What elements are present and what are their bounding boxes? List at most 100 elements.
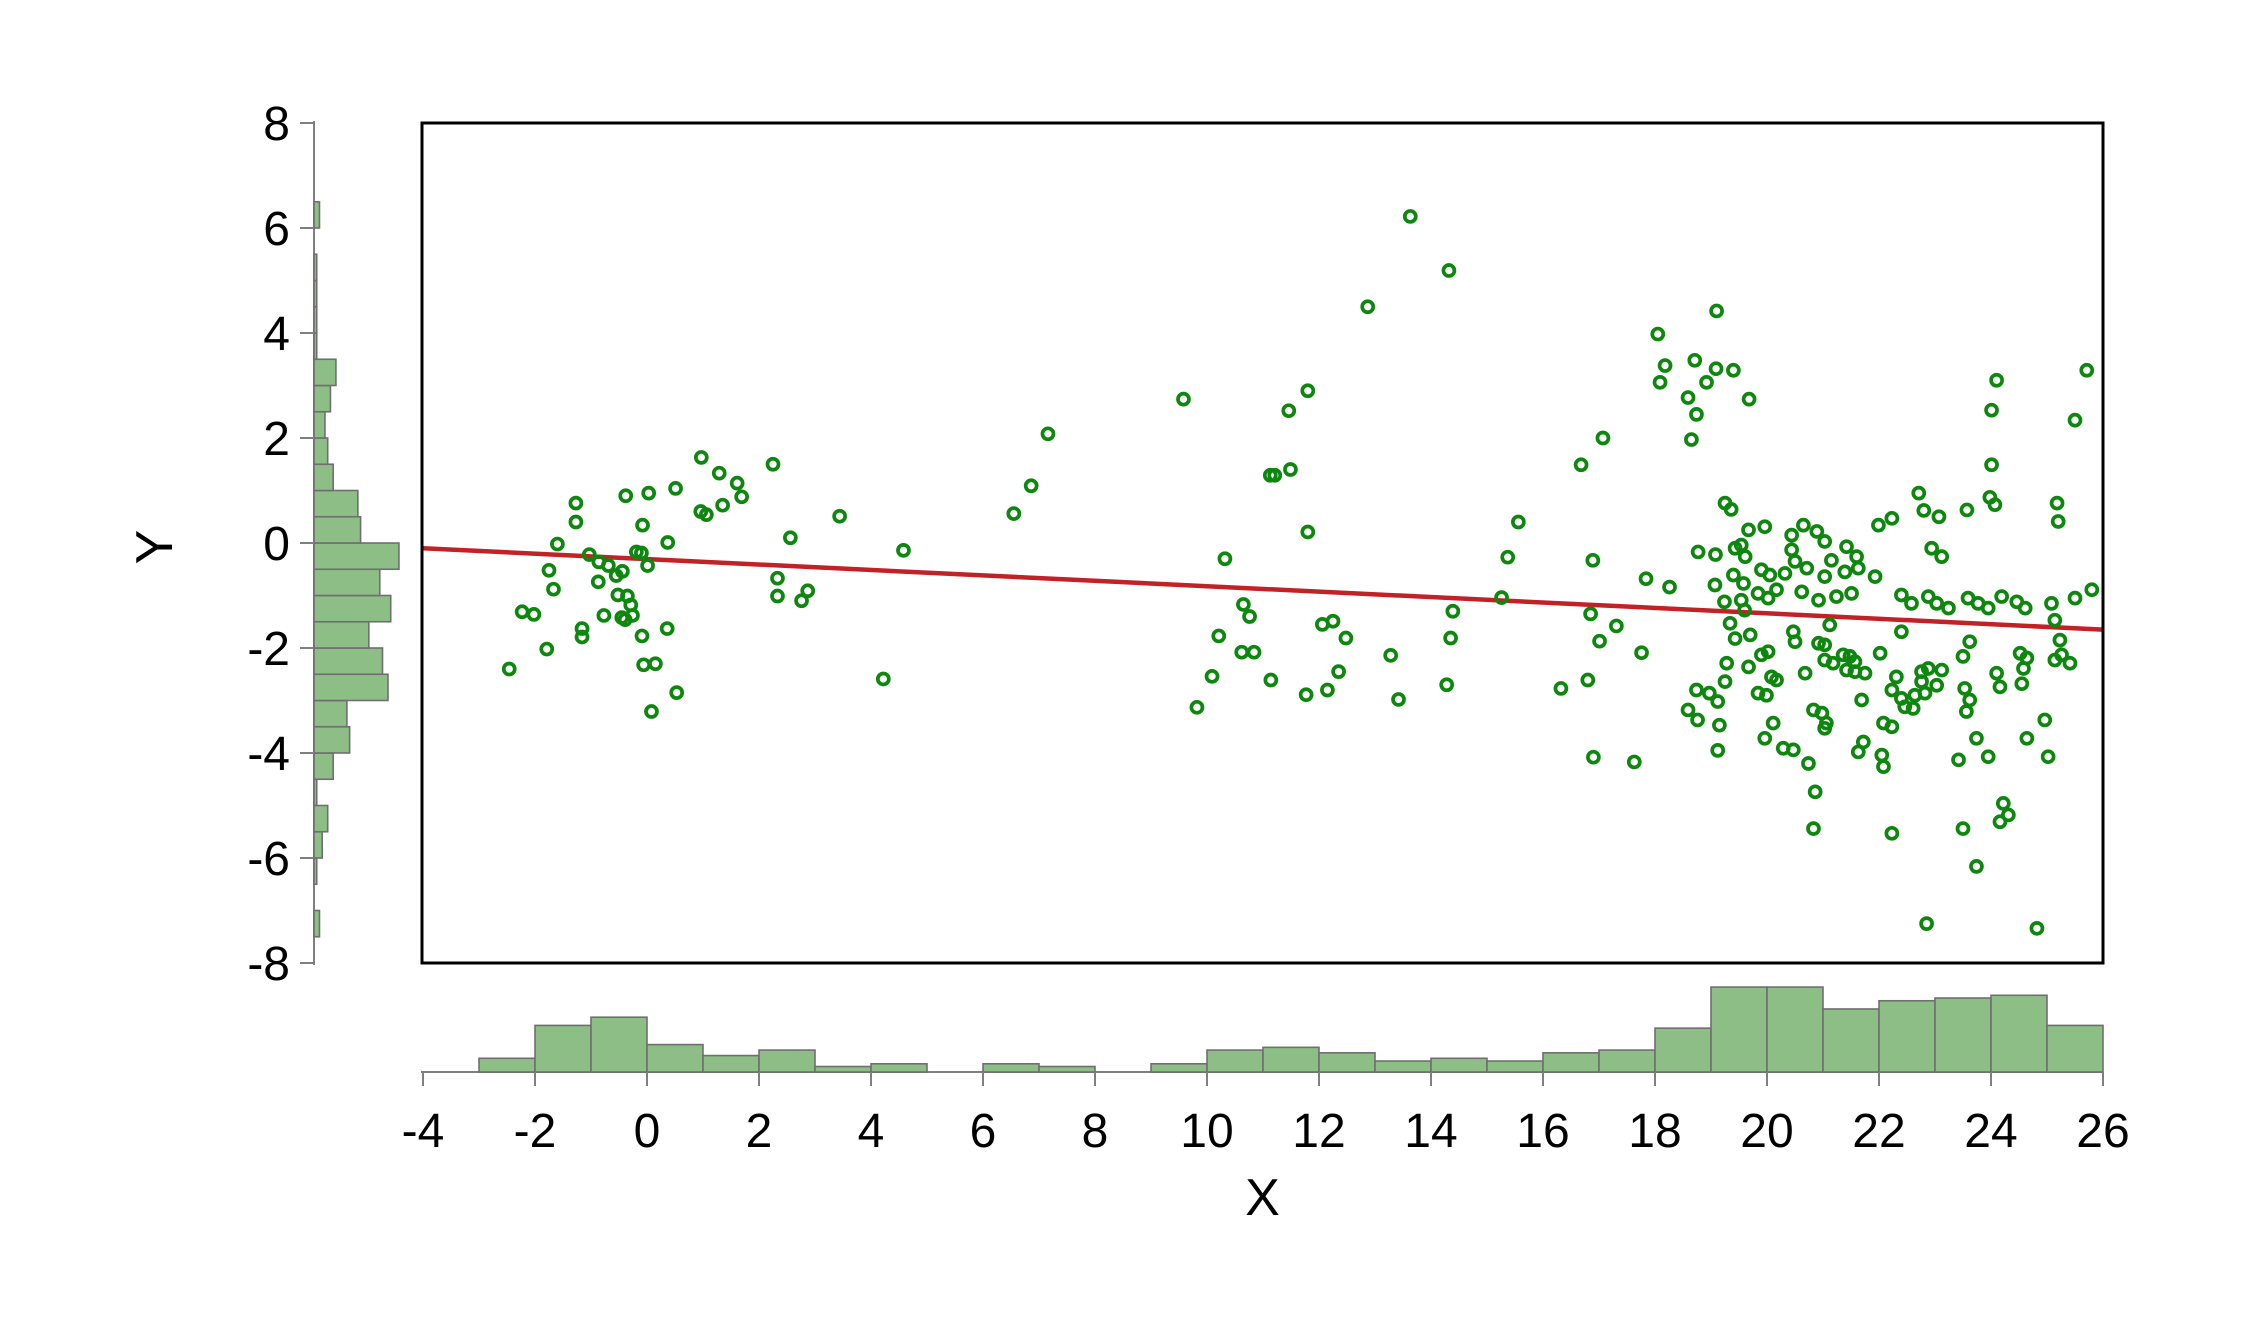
x-tick-label: 2 xyxy=(746,1105,773,1158)
scatter-point xyxy=(1726,567,1741,583)
scatter-point xyxy=(1884,510,1900,526)
y-histogram-bar xyxy=(313,647,384,676)
scatter-point xyxy=(1962,692,1978,708)
scatter-point xyxy=(1850,560,1866,576)
x-tick-label: 22 xyxy=(1852,1105,1905,1158)
scatter-point xyxy=(1741,659,1756,675)
x-tick-label: 16 xyxy=(1516,1105,1569,1158)
y-histogram-bar xyxy=(313,699,348,728)
scatter-point xyxy=(1717,594,1732,610)
scatter-point xyxy=(1441,263,1457,278)
scatter-point xyxy=(1760,590,1776,606)
scatter-point xyxy=(2014,676,2030,692)
x-tick-label: 0 xyxy=(634,1105,661,1158)
scatter-point xyxy=(1595,430,1611,446)
scatter-point xyxy=(1383,647,1399,663)
scatter-point xyxy=(1825,655,1841,671)
x-histogram-bar xyxy=(534,1024,592,1073)
scatter-point xyxy=(1023,478,1039,494)
y-tick-label: 0 xyxy=(263,518,290,571)
x-tick-label: 12 xyxy=(1292,1105,1345,1158)
scatter-point xyxy=(1236,597,1251,612)
scatter-point xyxy=(1959,502,1975,518)
scatter-point xyxy=(1402,209,1418,224)
scatter-point xyxy=(1980,749,1996,765)
scatter-point xyxy=(1995,796,2011,811)
scatter-point xyxy=(1987,497,2003,513)
x-tick-label: 4 xyxy=(858,1105,885,1158)
plot-border xyxy=(420,121,2105,965)
scatter-point xyxy=(1263,672,1279,688)
scatter-point xyxy=(596,608,612,623)
x-histogram-bar xyxy=(1206,1049,1264,1073)
scatter-point xyxy=(1707,577,1723,593)
y-histogram-bar xyxy=(313,279,318,308)
y-histogram-bar xyxy=(313,594,392,623)
scatter-point xyxy=(1267,467,1283,483)
y-tick-label: -4 xyxy=(247,728,290,781)
y-axis-title: Y xyxy=(126,529,184,565)
scatter-point xyxy=(1884,719,1900,735)
scatter-point xyxy=(2079,362,2095,378)
scatter-point xyxy=(1737,549,1753,565)
x-tick-label: 6 xyxy=(970,1105,997,1158)
scatter-point xyxy=(729,475,745,491)
scatter-point xyxy=(2029,920,2045,936)
scatter-point xyxy=(1737,602,1752,618)
scatter-point xyxy=(1787,554,1803,569)
scatter-point xyxy=(1839,662,1854,678)
scatter-point xyxy=(1719,655,1735,671)
scatter-point xyxy=(1680,390,1696,405)
scatter-point xyxy=(2016,661,2031,676)
scatter-point xyxy=(660,535,676,550)
scatter-point xyxy=(1955,821,1971,836)
scatter-point xyxy=(875,671,891,687)
scatter-point xyxy=(1914,674,1929,689)
x-tick-label: 20 xyxy=(1740,1105,1793,1158)
scatter-point xyxy=(1941,600,1956,616)
y-histogram-bar xyxy=(313,253,318,282)
scatter-point xyxy=(1742,627,1758,643)
x-histogram-bar xyxy=(758,1049,816,1073)
scatter-point xyxy=(1777,566,1793,581)
x-histogram-bar xyxy=(1430,1057,1488,1073)
scatter-point xyxy=(1911,485,1927,501)
scatter-point xyxy=(715,497,730,513)
scatter-point xyxy=(1391,692,1406,707)
scatter-point xyxy=(1884,825,1900,841)
scatter-point xyxy=(1242,609,1257,624)
scatter-point xyxy=(734,489,749,505)
scatter-point xyxy=(1854,692,1869,708)
x-tick-label: 14 xyxy=(1404,1105,1457,1158)
scatter-point xyxy=(1650,326,1666,342)
scatter-point xyxy=(1801,756,1816,771)
scatter-point xyxy=(618,488,634,504)
y-histogram-bar xyxy=(313,752,334,781)
scatter-point xyxy=(1652,375,1668,390)
scatter-point xyxy=(1867,569,1883,584)
y-histogram-bar xyxy=(313,489,359,518)
scatter-point xyxy=(1992,814,2008,830)
scatter-point xyxy=(1204,668,1220,684)
scatter-point xyxy=(1710,694,1726,709)
scatter-point xyxy=(1634,645,1649,661)
scatter-point xyxy=(1443,630,1458,646)
x-histogram-bar xyxy=(1878,999,1936,1073)
scatter-point xyxy=(711,465,727,481)
y-histogram-bar xyxy=(313,830,324,859)
scatter-point xyxy=(1894,624,1909,640)
scatter-point xyxy=(1917,685,1933,701)
scatter-point xyxy=(699,507,714,523)
scatter-point xyxy=(1931,509,1947,525)
scatter-point xyxy=(2047,612,2063,628)
scatter-point xyxy=(1809,524,1825,539)
scatter-point xyxy=(2037,712,2053,728)
scatter-point xyxy=(1583,606,1598,622)
y-histogram-bar xyxy=(313,437,329,466)
x-histogram-bar xyxy=(870,1062,928,1073)
scatter-point xyxy=(1984,457,1999,473)
scatter-point xyxy=(1585,552,1601,568)
scatter-point xyxy=(1874,747,1890,763)
scatter-point xyxy=(1726,362,1741,378)
scatter-point xyxy=(832,508,847,524)
